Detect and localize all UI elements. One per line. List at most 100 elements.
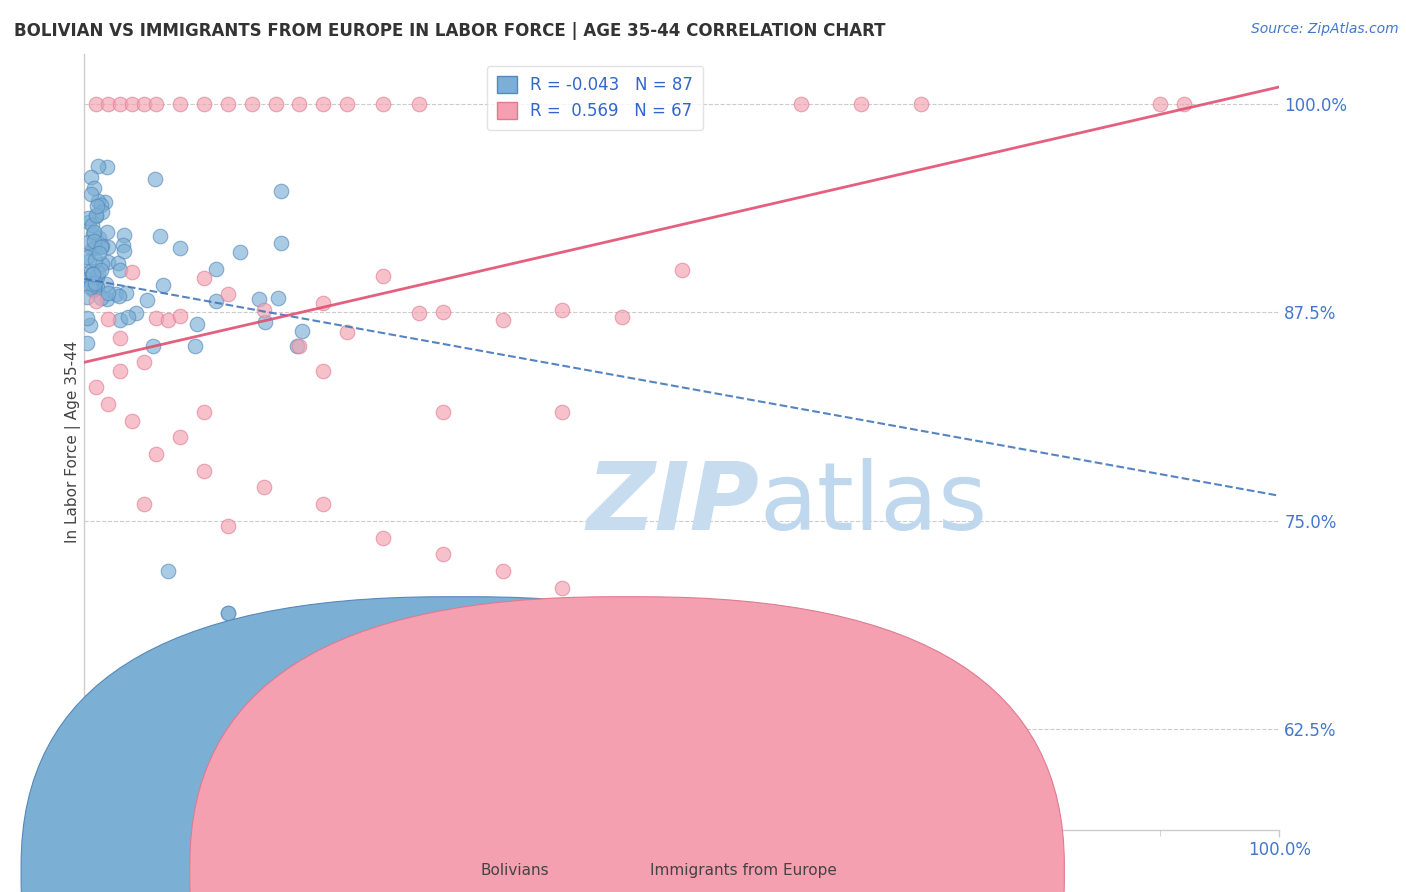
Legend: R = -0.043   N = 87, R =  0.569   N = 67: R = -0.043 N = 87, R = 0.569 N = 67 [486, 66, 703, 130]
Point [121, 414, 143, 428]
Point [217, 518, 239, 533]
Point [87, 266, 110, 280]
Point [76, 250, 98, 264]
Point [285, 339, 308, 353]
Point [205, 293, 228, 308]
Point [121, 96, 143, 111]
Point [82, 218, 104, 232]
Point [87, 245, 110, 260]
Point [125, 306, 148, 320]
Point [90, 262, 112, 277]
Text: Immigrants from Europe: Immigrants from Europe [650, 863, 837, 878]
Point [86, 293, 108, 308]
Point [217, 286, 239, 301]
Point [77, 235, 100, 249]
Point [86, 199, 108, 213]
Point [76, 211, 98, 225]
Text: Bolivians: Bolivians [481, 863, 550, 878]
Point [86, 270, 108, 285]
Point [851, 96, 873, 111]
Point [145, 311, 167, 326]
Point [80, 242, 103, 256]
Point [117, 310, 139, 324]
Point [169, 309, 191, 323]
Point [90, 198, 112, 212]
Point [373, 531, 395, 545]
Point [96, 160, 118, 174]
Point [97, 255, 120, 269]
Point [152, 277, 174, 292]
Text: ZIP: ZIP [586, 458, 759, 549]
Point [291, 324, 314, 338]
Point [76, 290, 98, 304]
Point [107, 256, 129, 270]
Point [312, 96, 335, 111]
Point [87, 194, 110, 208]
Point [169, 241, 191, 255]
Point [408, 306, 430, 320]
Point [193, 405, 215, 419]
Point [267, 292, 290, 306]
Point [336, 326, 359, 340]
Point [82, 283, 104, 297]
Point [108, 313, 131, 327]
Point [114, 285, 136, 300]
Point [142, 338, 165, 352]
Point [149, 228, 172, 243]
Point [157, 313, 180, 327]
Point [193, 464, 215, 478]
Point [193, 271, 215, 285]
Point [84, 276, 107, 290]
Point [91, 204, 114, 219]
Point [229, 245, 252, 260]
Text: BOLIVIAN VS IMMIGRANTS FROM EUROPE IN LABOR FORCE | AGE 35-44 CORRELATION CHART: BOLIVIAN VS IMMIGRANTS FROM EUROPE IN LA… [14, 22, 886, 40]
Point [82, 227, 104, 242]
Point [253, 480, 276, 494]
Point [671, 263, 693, 277]
Point [80, 169, 103, 184]
Point [121, 264, 143, 278]
Point [254, 315, 277, 329]
Point [132, 354, 156, 368]
Point [77, 254, 100, 268]
Point [432, 547, 454, 561]
Point [145, 447, 167, 461]
Point [432, 305, 454, 319]
Point [136, 293, 159, 307]
Point [83, 253, 105, 268]
Point [157, 564, 180, 578]
Point [217, 606, 239, 620]
Point [193, 96, 215, 111]
Point [97, 312, 120, 326]
Point [83, 242, 105, 256]
Point [432, 405, 454, 419]
Point [96, 225, 118, 239]
Point [83, 282, 105, 296]
Point [83, 180, 105, 194]
Point [91, 257, 114, 271]
Text: Source: ZipAtlas.com: Source: ZipAtlas.com [1251, 22, 1399, 37]
Point [83, 226, 105, 240]
Point [104, 287, 127, 301]
Point [264, 96, 287, 111]
Point [90, 239, 112, 253]
Point [373, 96, 395, 111]
Point [288, 339, 311, 353]
Point [84, 209, 107, 223]
Point [143, 171, 166, 186]
Point [90, 239, 112, 253]
Point [312, 295, 335, 310]
Point [184, 339, 207, 353]
Point [110, 96, 132, 111]
Point [145, 96, 167, 111]
Point [96, 292, 118, 306]
Point [253, 303, 276, 318]
Point [110, 331, 132, 345]
Point [288, 96, 311, 111]
Point [108, 288, 131, 302]
Point [492, 564, 515, 578]
Point [1173, 96, 1195, 111]
Point [97, 397, 120, 411]
Point [111, 238, 134, 252]
Point [87, 231, 110, 245]
